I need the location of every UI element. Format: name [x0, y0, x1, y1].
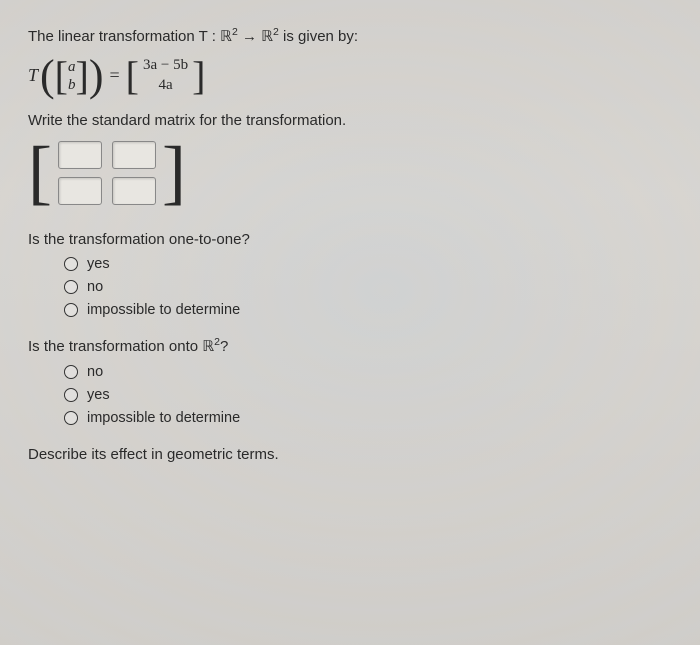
q2-R: ℝ	[202, 339, 214, 355]
input-vector: a b	[68, 58, 76, 94]
q1-option-2-label: impossible to determine	[87, 302, 240, 318]
bracket-l-inner: [	[55, 58, 68, 94]
matrix-grid	[52, 137, 162, 209]
intro-line: The linear transformation T : ℝ2 → ℝ2 is…	[28, 26, 672, 46]
formula-eq: =	[109, 65, 119, 86]
q2-prefix: Is the transformation onto	[28, 338, 202, 355]
matrix-cell-1-1[interactable]	[112, 177, 156, 205]
bracket-r-out: ]	[192, 58, 205, 94]
matrix-input-widget: [ ]	[28, 137, 672, 209]
intro-arrow: →	[238, 28, 261, 45]
q1-option-1-label: no	[87, 279, 103, 295]
out-top: 3a − 5b	[143, 56, 188, 76]
intro-prefix: The linear transformation T :	[28, 28, 220, 45]
radio-icon	[64, 257, 78, 271]
formula-T: T	[28, 65, 38, 86]
vec-top: a	[68, 58, 76, 76]
vec-bot: b	[68, 76, 76, 94]
q2-option-2[interactable]: impossible to determine	[64, 410, 672, 426]
q2-option-1-label: yes	[87, 387, 110, 403]
q1-option-1[interactable]: no	[64, 279, 672, 295]
bracket-l-out: [	[126, 58, 139, 94]
formula-row: T ( [ a b ] ) = [ 3a − 5b 4a ]	[28, 56, 672, 96]
q1-option-2[interactable]: impossible to determine	[64, 302, 672, 318]
q2-option-2-label: impossible to determine	[87, 410, 240, 426]
matrix-bracket-l: [	[28, 142, 52, 203]
matrix-cell-1-0[interactable]	[58, 177, 102, 205]
intro-suffix: is given by:	[279, 28, 358, 45]
matrix-cell-0-0[interactable]	[58, 141, 102, 169]
q1-options: yes no impossible to determine	[64, 256, 672, 318]
intro-codomain: ℝ	[261, 29, 273, 45]
task2-text: Describe its effect in geometric terms.	[28, 446, 672, 463]
out-bot: 4a	[143, 76, 188, 96]
radio-icon	[64, 411, 78, 425]
intro-domain: ℝ	[220, 29, 232, 45]
matrix-bracket-r: ]	[162, 142, 186, 203]
q2-option-0[interactable]: no	[64, 364, 672, 380]
q1-option-0[interactable]: yes	[64, 256, 672, 272]
q1-text: Is the transformation one-to-one?	[28, 231, 672, 248]
q1-option-0-label: yes	[87, 256, 110, 272]
task1-text: Write the standard matrix for the transf…	[28, 112, 672, 129]
q2-suffix: ?	[220, 338, 228, 355]
paren-r-outer: )	[89, 56, 104, 96]
radio-icon	[64, 365, 78, 379]
q2-options: no yes impossible to determine	[64, 364, 672, 426]
q2-text: Is the transformation onto ℝ2?	[28, 336, 672, 356]
radio-icon	[64, 303, 78, 317]
paren-l-outer: (	[40, 56, 55, 96]
matrix-cell-0-1[interactable]	[112, 141, 156, 169]
radio-icon	[64, 388, 78, 402]
bracket-r-inner: ]	[76, 58, 89, 94]
q2-option-0-label: no	[87, 364, 103, 380]
output-vector: 3a − 5b 4a	[139, 56, 192, 95]
q2-option-1[interactable]: yes	[64, 387, 672, 403]
radio-icon	[64, 280, 78, 294]
